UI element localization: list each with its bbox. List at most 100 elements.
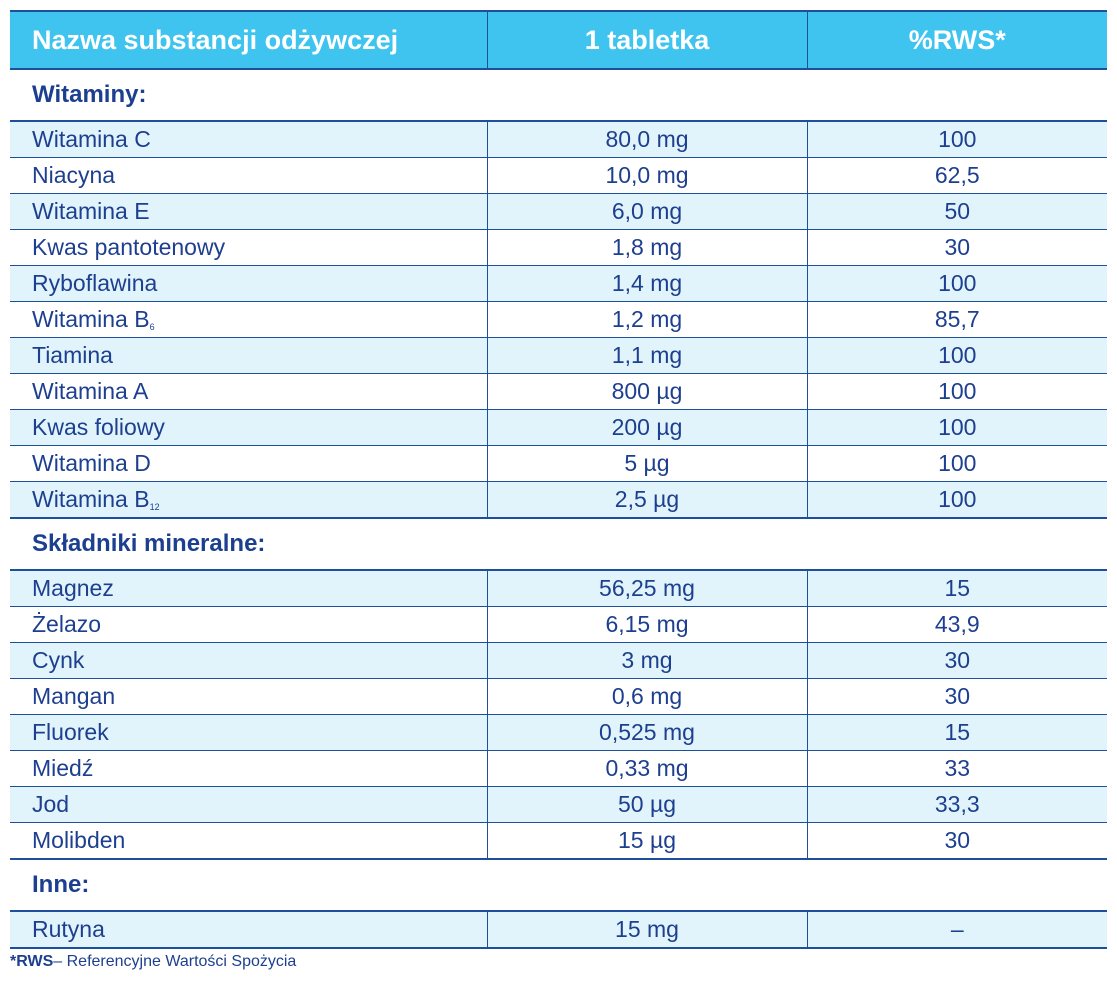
nutrient-name: Witamina B xyxy=(32,486,150,512)
nutrient-subscript: 12 xyxy=(149,502,160,512)
amount-per-tablet-cell: 6,15 mg xyxy=(486,606,807,643)
header-row: Nazwa substancji odżywczej 1 tabletka %R… xyxy=(10,10,1107,70)
nutrient-name-cell: Cynk xyxy=(10,642,487,679)
amount-per-tablet-cell: 50 µg xyxy=(486,786,807,823)
table-row: Magnez 56,25 mg 15 xyxy=(10,570,1107,607)
nutrient-name-cell: Rutyna xyxy=(10,911,487,949)
rws-percent-cell: 50 xyxy=(806,193,1107,230)
nutrient-name-cell: Ryboflawina xyxy=(10,265,487,302)
rws-percent-cell: 30 xyxy=(806,822,1107,860)
amount-per-tablet-cell: 1,2 mg xyxy=(486,301,807,338)
rws-percent-cell: 30 xyxy=(806,229,1107,266)
table-row: Witamina C 80,0 mg 100 xyxy=(10,121,1107,158)
table-row: Tiamina 1,1 mg 100 xyxy=(10,337,1107,374)
section-title: Inne: xyxy=(10,859,1107,912)
amount-per-tablet-cell: 1,8 mg xyxy=(486,229,807,266)
nutrient-name: Witamina D xyxy=(32,450,151,476)
footnote-text: – Referencyjne Wartości Spożycia xyxy=(53,953,297,970)
nutrient-name: Tiamina xyxy=(32,342,113,368)
rws-percent-cell: 100 xyxy=(806,337,1107,374)
amount-per-tablet-cell: 200 µg xyxy=(486,409,807,446)
nutrient-name-cell: Witamina A xyxy=(10,373,487,410)
table-row: Kwas foliowy 200 µg 100 xyxy=(10,409,1107,446)
amount-per-tablet-cell: 10,0 mg xyxy=(486,157,807,194)
section-title: Składniki mineralne: xyxy=(10,518,1107,571)
table-row: Jod 50 µg 33,3 xyxy=(10,786,1107,823)
table-row: Niacyna 10,0 mg 62,5 xyxy=(10,157,1107,194)
table-row: Cynk 3 mg 30 xyxy=(10,642,1107,679)
rws-percent-cell: 100 xyxy=(806,409,1107,446)
footnote: *RWS– Referencyjne Wartości Spożycia xyxy=(10,953,296,971)
nutrient-name: Niacyna xyxy=(32,162,116,188)
table-row: Mangan 0,6 mg 30 xyxy=(10,678,1107,715)
amount-per-tablet-cell: 5 µg xyxy=(486,445,807,482)
nutrient-name-cell: Fluorek xyxy=(10,714,487,751)
rws-percent-cell: 30 xyxy=(806,642,1107,679)
table-row: Witamina B6 1,2 mg 85,7 xyxy=(10,301,1107,338)
column-header-name: Nazwa substancji odżywczej xyxy=(10,10,487,70)
table-row: Kwas pantotenowy 1,8 mg 30 xyxy=(10,229,1107,266)
amount-per-tablet-cell: 1,4 mg xyxy=(486,265,807,302)
nutrition-table-wrapper: Nazwa substancji odżywczej 1 tabletka %R… xyxy=(10,10,1107,949)
amount-per-tablet-cell: 6,0 mg xyxy=(486,193,807,230)
nutrient-name-cell: Witamina B6 xyxy=(10,301,487,338)
nutrient-name: Witamina C xyxy=(32,126,151,152)
rws-percent-cell: 33 xyxy=(806,750,1107,787)
rws-percent-cell: 15 xyxy=(806,570,1107,607)
amount-per-tablet-cell: 800 µg xyxy=(486,373,807,410)
table-body: Witaminy: Witamina C 80,0 mg 100 Niacyna 10,0… xyxy=(10,69,1107,949)
nutrient-name-cell: Miedź xyxy=(10,750,487,787)
nutrient-name-cell: Kwas foliowy xyxy=(10,409,487,446)
table-row: Witamina A 800 µg 100 xyxy=(10,373,1107,410)
rws-percent-cell: 33,3 xyxy=(806,786,1107,823)
amount-per-tablet-cell: 2,5 µg xyxy=(486,481,807,519)
amount-per-tablet-cell: 56,25 mg xyxy=(486,570,807,607)
column-header-amount: 1 tabletka xyxy=(486,10,807,70)
section-header-row: Witaminy: xyxy=(10,69,1107,122)
table-row: Molibden 15 µg 30 xyxy=(10,822,1107,860)
nutrient-name: Molibden xyxy=(32,827,126,853)
nutrient-name-cell: Witamina C xyxy=(10,121,487,158)
nutrient-name: Witamina A xyxy=(32,378,149,404)
amount-per-tablet-cell: 0,33 mg xyxy=(486,750,807,787)
nutrition-table: Nazwa substancji odżywczej 1 tabletka %R… xyxy=(10,10,1107,949)
nutrient-name: Witamina B xyxy=(32,306,150,332)
rws-percent-cell: 43,9 xyxy=(806,606,1107,643)
nutrient-name: Ryboflawina xyxy=(32,270,158,296)
rws-percent-cell: 100 xyxy=(806,481,1107,519)
nutrient-name: Miedź xyxy=(32,755,94,781)
nutrient-name-cell: Witamina E xyxy=(10,193,487,230)
table-row: Witamina B12 2,5 µg 100 xyxy=(10,481,1107,519)
table-row: Witamina D 5 µg 100 xyxy=(10,445,1107,482)
table-row: Fluorek 0,525 mg 15 xyxy=(10,714,1107,751)
rws-percent-cell: 100 xyxy=(806,445,1107,482)
footnote-term: *RWS xyxy=(10,953,54,970)
nutrient-name-cell: Tiamina xyxy=(10,337,487,374)
rws-percent-cell: 85,7 xyxy=(806,301,1107,338)
nutrient-name-cell: Niacyna xyxy=(10,157,487,194)
nutrient-name: Jod xyxy=(32,791,70,817)
nutrient-name: Żelazo xyxy=(32,611,102,637)
table-row: Rutyna 15 mg – xyxy=(10,911,1107,949)
rws-percent-cell: 15 xyxy=(806,714,1107,751)
nutrient-name: Mangan xyxy=(32,683,116,709)
amount-per-tablet-cell: 0,6 mg xyxy=(486,678,807,715)
nutrient-name: Rutyna xyxy=(32,916,105,942)
rws-percent-cell: – xyxy=(806,911,1107,949)
rws-percent-cell: 62,5 xyxy=(806,157,1107,194)
rws-percent-cell: 30 xyxy=(806,678,1107,715)
rws-percent-cell: 100 xyxy=(806,265,1107,302)
amount-per-tablet-cell: 80,0 mg xyxy=(486,121,807,158)
nutrient-name-cell: Kwas pantotenowy xyxy=(10,229,487,266)
nutrient-name-cell: Żelazo xyxy=(10,606,487,643)
nutrient-name: Kwas foliowy xyxy=(32,414,165,440)
column-header-rws: %RWS* xyxy=(806,10,1107,70)
nutrient-name-cell: Witamina D xyxy=(10,445,487,482)
section-header-row: Składniki mineralne: xyxy=(10,518,1107,571)
nutrient-name-cell: Jod xyxy=(10,786,487,823)
table-row: Miedź 0,33 mg 33 xyxy=(10,750,1107,787)
amount-per-tablet-cell: 15 mg xyxy=(486,911,807,949)
rws-percent-cell: 100 xyxy=(806,121,1107,158)
nutrient-name: Witamina E xyxy=(32,198,150,224)
amount-per-tablet-cell: 0,525 mg xyxy=(486,714,807,751)
